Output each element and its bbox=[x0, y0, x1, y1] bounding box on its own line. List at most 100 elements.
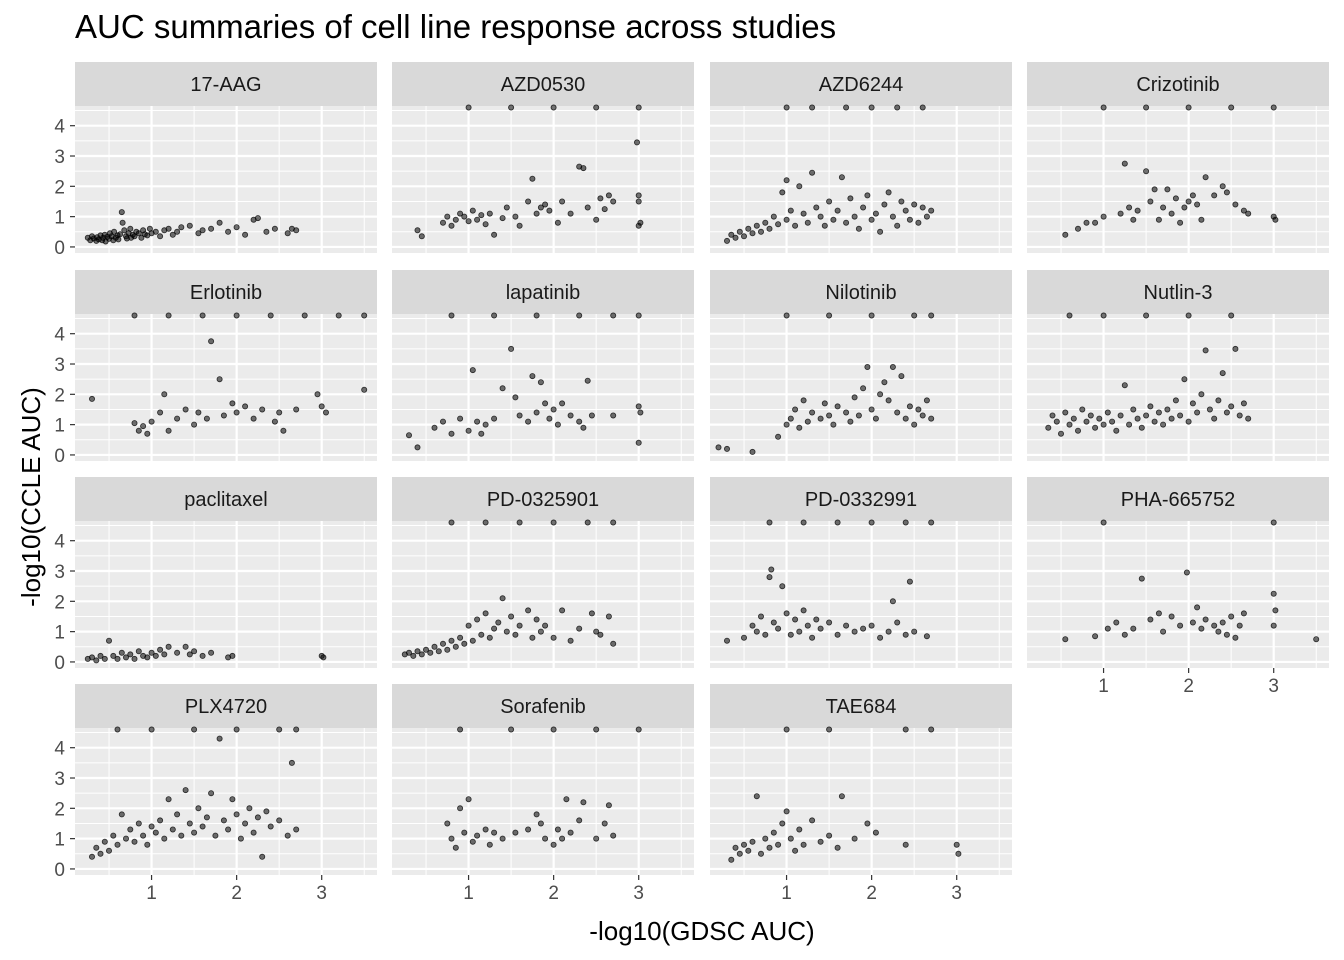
data-point bbox=[529, 634, 536, 641]
data-point bbox=[267, 823, 274, 830]
data-point bbox=[923, 397, 930, 404]
data-point bbox=[254, 215, 261, 222]
data-point bbox=[1270, 622, 1277, 629]
data-point bbox=[1236, 412, 1243, 419]
data-point bbox=[293, 227, 300, 234]
data-point bbox=[809, 634, 816, 641]
data-point bbox=[919, 204, 926, 211]
data-point bbox=[482, 221, 489, 228]
data-point bbox=[826, 832, 833, 839]
facet-label: Erlotinib bbox=[190, 282, 262, 304]
data-point bbox=[448, 312, 455, 319]
data-point bbox=[834, 207, 841, 214]
data-point bbox=[766, 574, 773, 581]
data-point bbox=[478, 631, 485, 638]
data-point bbox=[1151, 186, 1158, 193]
data-point bbox=[444, 646, 451, 653]
data-point bbox=[563, 796, 570, 803]
data-point bbox=[97, 652, 104, 659]
data-point bbox=[546, 207, 553, 214]
facet-strip bbox=[710, 270, 1012, 314]
data-point bbox=[216, 376, 223, 383]
data-point bbox=[894, 222, 901, 229]
data-point bbox=[885, 189, 892, 196]
data-point bbox=[482, 826, 489, 833]
data-point bbox=[724, 445, 731, 452]
data-point bbox=[491, 625, 498, 632]
data-point bbox=[851, 835, 858, 842]
data-point bbox=[525, 418, 532, 425]
facet-label: PLX4720 bbox=[185, 696, 267, 718]
data-point bbox=[448, 835, 455, 842]
data-point bbox=[195, 230, 202, 237]
data-point bbox=[537, 820, 544, 827]
data-point bbox=[461, 640, 468, 647]
data-point bbox=[889, 363, 896, 370]
data-point bbox=[1049, 412, 1056, 419]
data-point bbox=[1164, 186, 1171, 193]
data-point bbox=[267, 312, 274, 319]
data-point bbox=[448, 519, 455, 526]
data-point bbox=[322, 409, 329, 416]
data-point bbox=[293, 826, 300, 833]
data-point bbox=[783, 104, 790, 111]
data-point bbox=[1113, 619, 1120, 626]
data-point bbox=[1100, 213, 1107, 220]
data-point bbox=[1126, 204, 1133, 211]
data-point bbox=[165, 312, 172, 319]
facet-label: Sorafenib bbox=[500, 696, 586, 718]
data-point bbox=[212, 832, 219, 839]
data-point bbox=[144, 841, 151, 848]
x-tick-label: 3 bbox=[316, 883, 327, 904]
data-point bbox=[119, 219, 126, 226]
facet-label: Nilotinib bbox=[825, 282, 896, 304]
data-point bbox=[576, 418, 583, 425]
data-point bbox=[271, 225, 278, 232]
facet-label: AZD0530 bbox=[501, 74, 586, 96]
data-point bbox=[753, 628, 760, 635]
data-point bbox=[1143, 168, 1150, 175]
data-point bbox=[1134, 207, 1141, 214]
data-point bbox=[928, 519, 935, 526]
data-point bbox=[728, 231, 735, 238]
data-point bbox=[117, 231, 124, 238]
data-point bbox=[361, 312, 368, 319]
data-point bbox=[1160, 421, 1167, 428]
data-point bbox=[843, 409, 850, 416]
data-point bbox=[779, 820, 786, 827]
y-tick-label: 2 bbox=[54, 385, 65, 406]
data-point bbox=[745, 847, 752, 854]
data-point bbox=[796, 183, 803, 190]
facet-strip bbox=[1027, 477, 1329, 521]
data-point bbox=[1219, 619, 1226, 626]
data-point bbox=[414, 227, 421, 234]
data-point bbox=[860, 385, 867, 392]
data-point bbox=[457, 210, 464, 217]
data-point bbox=[127, 826, 134, 833]
data-point bbox=[1185, 198, 1192, 205]
data-point bbox=[1232, 634, 1239, 641]
data-point bbox=[1062, 231, 1069, 238]
y-tick-label: 3 bbox=[54, 769, 65, 790]
data-point bbox=[889, 213, 896, 220]
data-point bbox=[804, 219, 811, 226]
data-point bbox=[1092, 424, 1099, 431]
data-point bbox=[550, 519, 557, 526]
panel-background bbox=[710, 521, 1012, 668]
data-point bbox=[851, 394, 858, 401]
data-point bbox=[533, 312, 540, 319]
data-point bbox=[1245, 210, 1252, 217]
facet-strip bbox=[392, 62, 694, 106]
data-point bbox=[855, 412, 862, 419]
data-point bbox=[928, 207, 935, 214]
x-tick-label: 2 bbox=[1183, 676, 1194, 697]
data-point bbox=[826, 619, 833, 626]
data-point bbox=[508, 613, 515, 620]
data-point bbox=[593, 216, 600, 223]
data-point bbox=[546, 415, 553, 422]
data-point bbox=[804, 418, 811, 425]
data-point bbox=[465, 622, 472, 629]
data-point bbox=[491, 415, 498, 422]
data-point bbox=[635, 104, 642, 111]
data-point bbox=[174, 415, 181, 422]
